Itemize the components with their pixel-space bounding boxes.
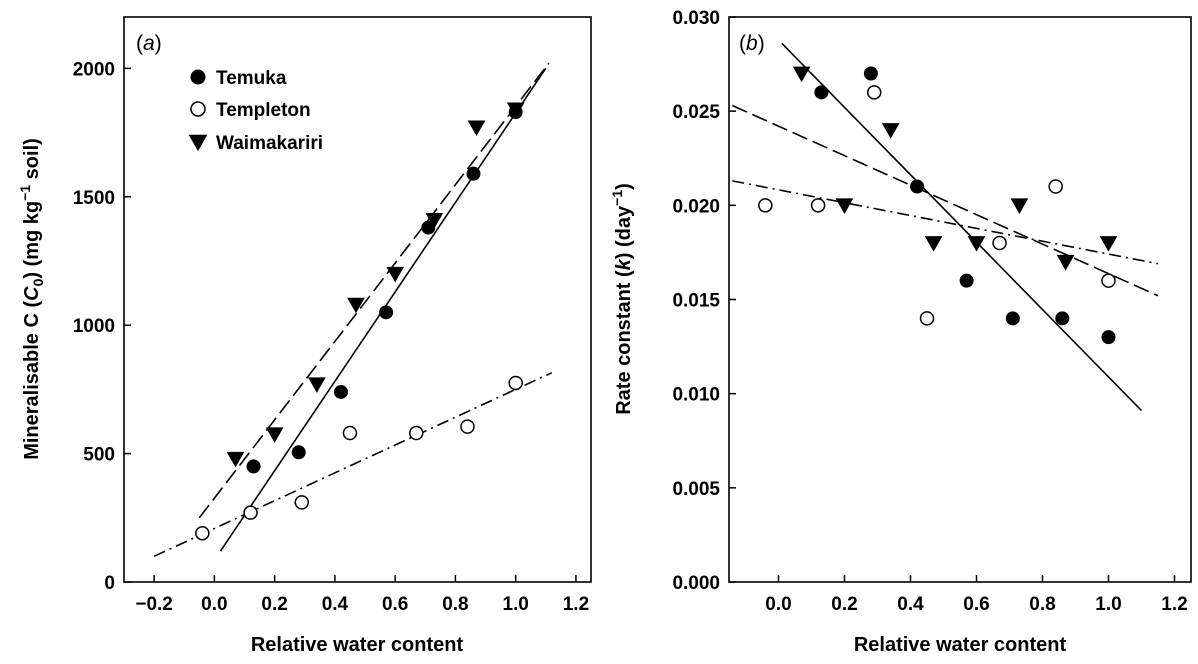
x-tick-label-a: 1.2 bbox=[563, 594, 589, 615]
y-tick-label-a: 500 bbox=[83, 445, 115, 466]
fit-line-templeton-a bbox=[153, 371, 553, 558]
data-point-templeton-b bbox=[1101, 273, 1116, 288]
data-point-waimakariri-a bbox=[226, 451, 245, 468]
data-point-waimakariri-b bbox=[835, 198, 854, 214]
x-tick-label-b: 0.4 bbox=[897, 594, 924, 615]
y-tick-label-b: 0.015 bbox=[672, 291, 720, 312]
y-axis-title-b: Rate constant (k) (day−1) bbox=[609, 183, 635, 415]
legend-marker-temuka bbox=[190, 69, 206, 85]
data-point-waimakariri-a bbox=[307, 377, 326, 393]
data-point-waimakariri-a bbox=[347, 297, 365, 314]
plot-frame-b bbox=[728, 16, 1192, 583]
fit-line-waimakariri-b bbox=[731, 104, 1159, 297]
legend-label-waimakariri: Waimakariri bbox=[216, 133, 323, 154]
y-axis-title-a: Mineralisable C (C0) (mg kg−1 soil) bbox=[17, 138, 46, 460]
x-tick-label-b: 0.2 bbox=[831, 594, 857, 615]
y-tick-label-b: 0.000 bbox=[672, 573, 720, 594]
data-point-templeton-b bbox=[810, 198, 826, 213]
x-tick-label-a: 0.8 bbox=[442, 594, 468, 615]
data-point-temuka-b bbox=[959, 273, 974, 288]
x-tick-label-b: 0.0 bbox=[765, 594, 791, 615]
x-tick-label-b: 1.2 bbox=[1161, 594, 1187, 615]
data-point-temuka-b bbox=[1101, 330, 1116, 345]
y-tick-label-b: 0.025 bbox=[672, 102, 720, 123]
y-tick-label-a: 1000 bbox=[73, 316, 115, 337]
data-point-waimakariri-b bbox=[924, 236, 943, 252]
legend-marker-templeton bbox=[190, 101, 206, 117]
panel-a: (a) Relative water content Mineralisable… bbox=[17, 16, 592, 656]
data-point-temuka-a bbox=[246, 459, 261, 474]
x-tick-label-a: 0.2 bbox=[261, 594, 287, 615]
data-point-waimakariri-a bbox=[506, 102, 525, 119]
data-point-templeton-b bbox=[992, 235, 1007, 251]
data-point-templeton-b bbox=[919, 311, 935, 326]
data-point-templeton-b bbox=[758, 198, 773, 213]
data-point-templeton-a bbox=[409, 425, 424, 441]
data-point-templeton-b bbox=[1048, 179, 1063, 194]
x-tick-label-b: 0.6 bbox=[963, 594, 989, 615]
data-point-waimakariri-b bbox=[1099, 236, 1118, 252]
data-point-temuka-a bbox=[379, 305, 394, 320]
y-tick-label-b: 0.030 bbox=[672, 8, 720, 29]
data-point-templeton-a bbox=[294, 495, 310, 510]
x-tick-label-a: 0.0 bbox=[201, 594, 227, 615]
data-point-templeton-a bbox=[508, 375, 523, 391]
data-point-waimakariri-a bbox=[265, 427, 284, 443]
data-point-temuka-a bbox=[333, 384, 348, 399]
y-tick-label-b: 0.020 bbox=[672, 196, 720, 217]
data-point-waimakariri-b bbox=[1056, 254, 1075, 271]
data-point-waimakariri-b bbox=[792, 66, 811, 83]
x-tick-label-a: 1.0 bbox=[502, 594, 528, 615]
data-point-templeton-a bbox=[460, 419, 475, 434]
y-tick-label-a: 2000 bbox=[73, 59, 115, 80]
data-point-templeton-a bbox=[342, 425, 358, 441]
legend-label-temuka: Temuka bbox=[216, 68, 287, 89]
data-point-templeton-b bbox=[866, 85, 882, 100]
y-tick-label-b: 0.005 bbox=[672, 479, 720, 500]
y-tick-label-b: 0.010 bbox=[672, 385, 720, 406]
data-point-waimakariri-a bbox=[425, 212, 444, 229]
x-tick-label-a: −0.2 bbox=[135, 594, 173, 615]
data-point-temuka-b bbox=[1005, 311, 1020, 326]
data-point-temuka-b bbox=[1055, 311, 1070, 326]
data-point-temuka-a bbox=[466, 166, 481, 181]
data-point-templeton-a bbox=[195, 525, 210, 541]
x-axis-title-a: Relative water content bbox=[251, 634, 464, 656]
panel-label-a: (a) bbox=[136, 32, 162, 55]
x-tick-label-a: 0.6 bbox=[382, 594, 408, 615]
data-point-temuka-b bbox=[863, 66, 878, 81]
fit-line-waimakariri-a bbox=[198, 62, 550, 519]
data-point-waimakariri-a bbox=[467, 120, 486, 137]
data-point-templeton-a bbox=[243, 505, 258, 520]
panel-label-b: (b) bbox=[739, 32, 765, 55]
fit-line-templeton-b bbox=[732, 180, 1159, 265]
x-tick-label-b: 0.8 bbox=[1029, 594, 1055, 615]
x-tick-label-a: 0.4 bbox=[322, 594, 349, 615]
data-point-temuka-a bbox=[291, 445, 306, 460]
data-point-waimakariri-b bbox=[967, 236, 986, 252]
legend-marker-waimakariri bbox=[188, 134, 208, 152]
y-tick-label-a: 1500 bbox=[73, 188, 115, 209]
y-tick-label-a: 0 bbox=[104, 573, 115, 594]
data-point-waimakariri-b bbox=[1010, 198, 1029, 214]
data-point-temuka-b bbox=[814, 85, 829, 100]
x-axis-title-b: Relative water content bbox=[854, 634, 1067, 656]
legend-label-templeton: Templeton bbox=[216, 100, 311, 121]
data-point-waimakariri-b bbox=[881, 123, 900, 139]
panel-b: (b) Relative water content Rate constant… bbox=[609, 8, 1192, 656]
plot-frame-a bbox=[123, 16, 592, 583]
legend: Temuka Templeton Waimakariri bbox=[188, 68, 323, 154]
data-point-temuka-b bbox=[910, 179, 925, 194]
data-point-waimakariri-a bbox=[386, 266, 405, 283]
fit-line-temuka-b bbox=[781, 42, 1143, 412]
x-tick-label-b: 1.0 bbox=[1095, 594, 1121, 615]
